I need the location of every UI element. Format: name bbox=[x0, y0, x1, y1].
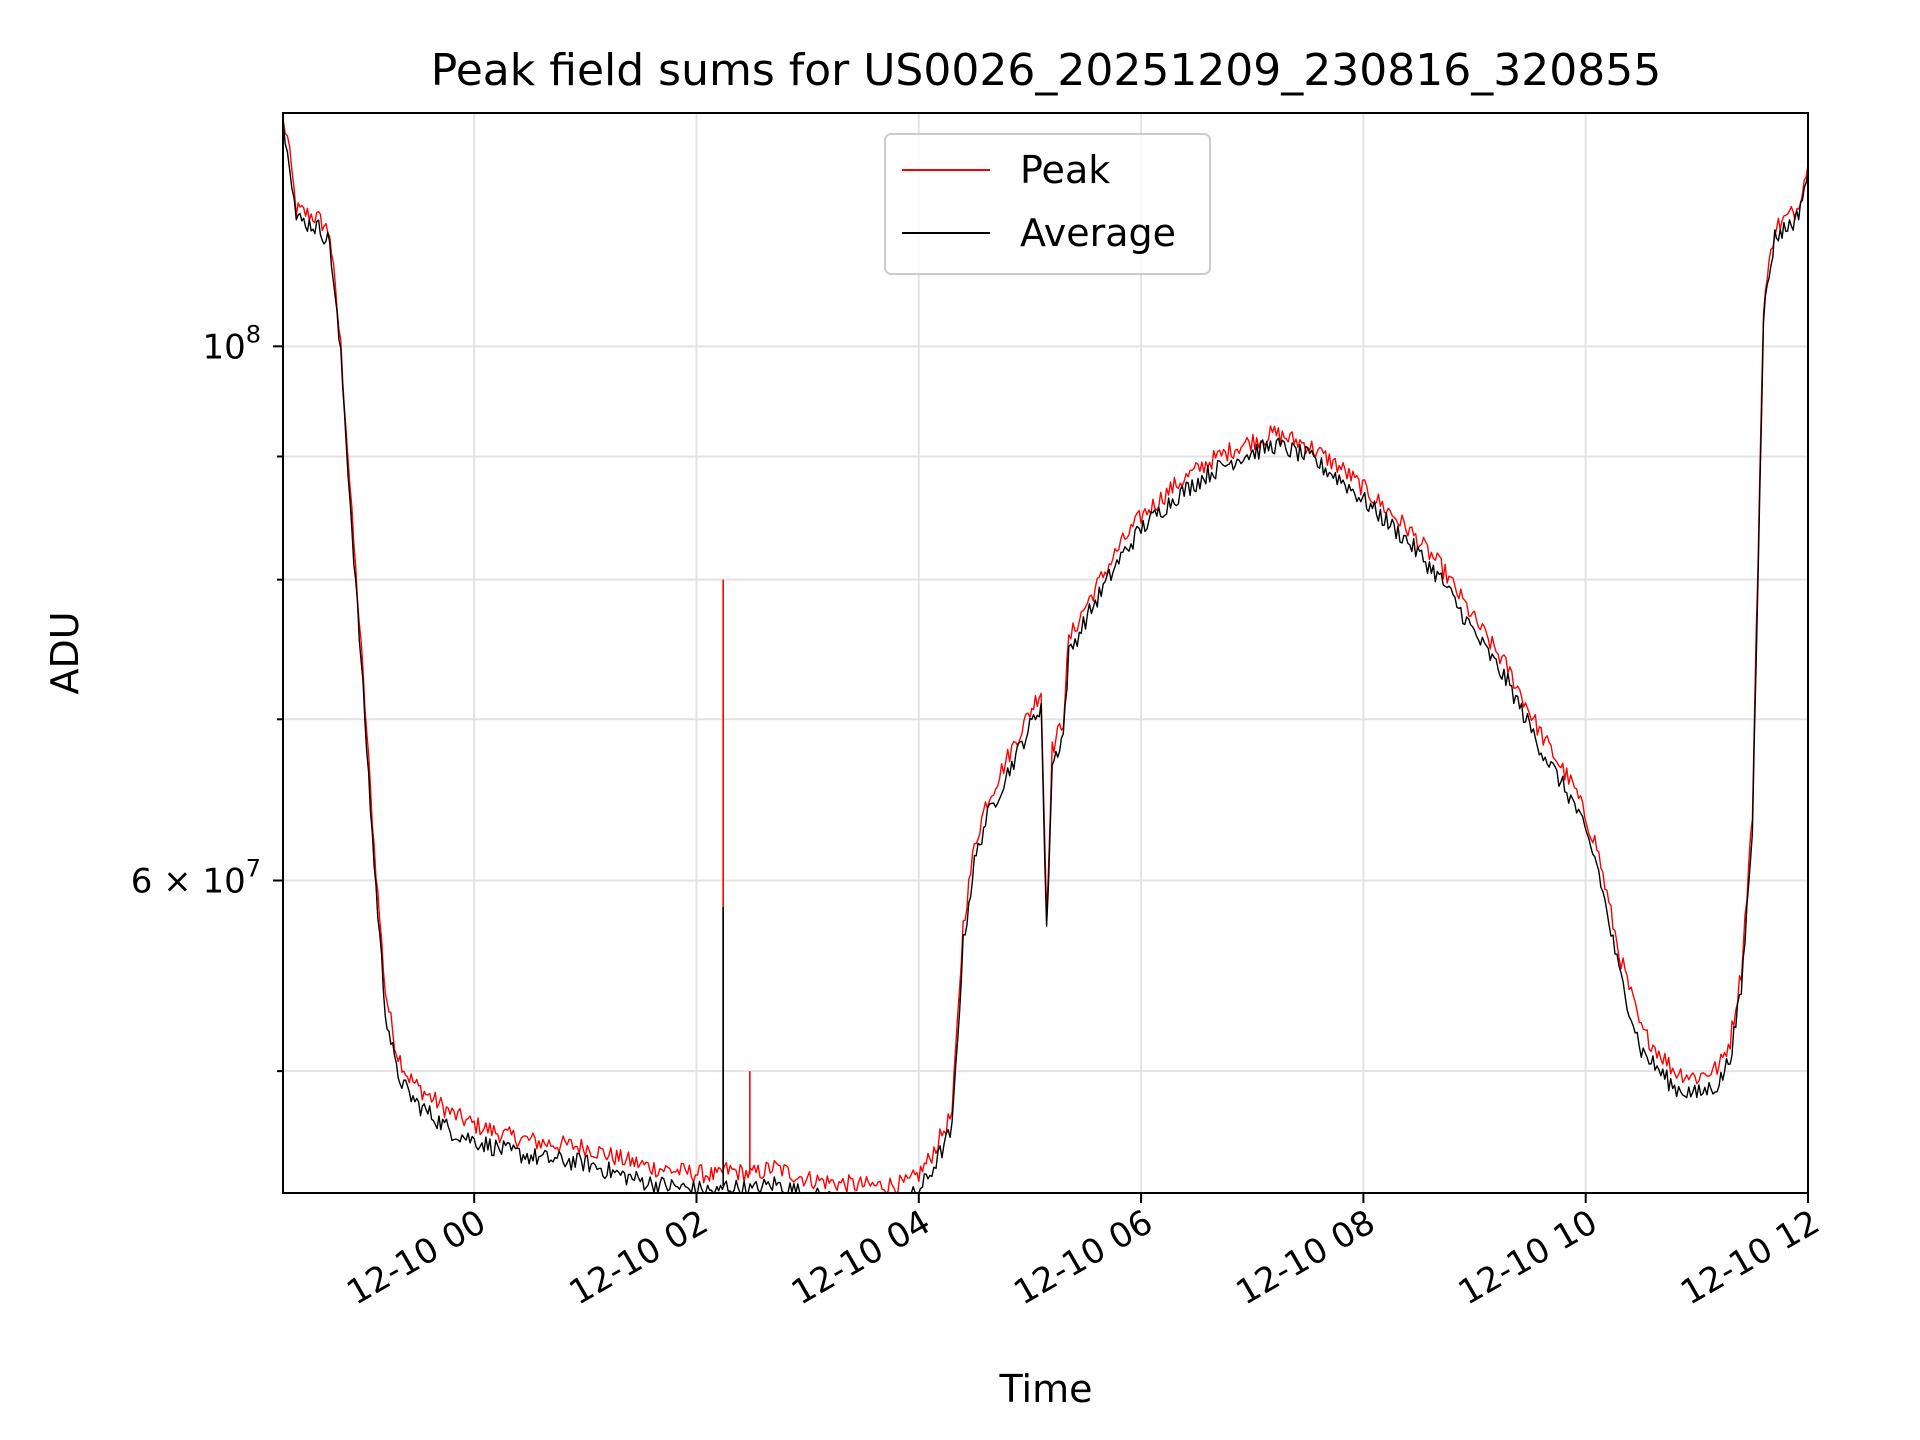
y-tick-label: 6 × 107 bbox=[131, 854, 261, 901]
y-axis-label: ADU bbox=[43, 611, 87, 694]
series-line-average bbox=[282, 121, 1809, 1194]
legend-label-average: Average bbox=[1020, 211, 1176, 255]
y-tick-label: 108 bbox=[202, 320, 261, 367]
plot-frame bbox=[282, 112, 1809, 1194]
series-layer bbox=[282, 118, 1809, 1194]
chart-title: Peak field sums for US0026_20251209_2308… bbox=[431, 45, 1661, 96]
x-axis-label: Time bbox=[999, 1367, 1093, 1411]
legend: Peak Average bbox=[884, 133, 1211, 275]
grid-layer bbox=[283, 113, 1808, 1193]
legend-label-peak: Peak bbox=[1020, 148, 1110, 192]
